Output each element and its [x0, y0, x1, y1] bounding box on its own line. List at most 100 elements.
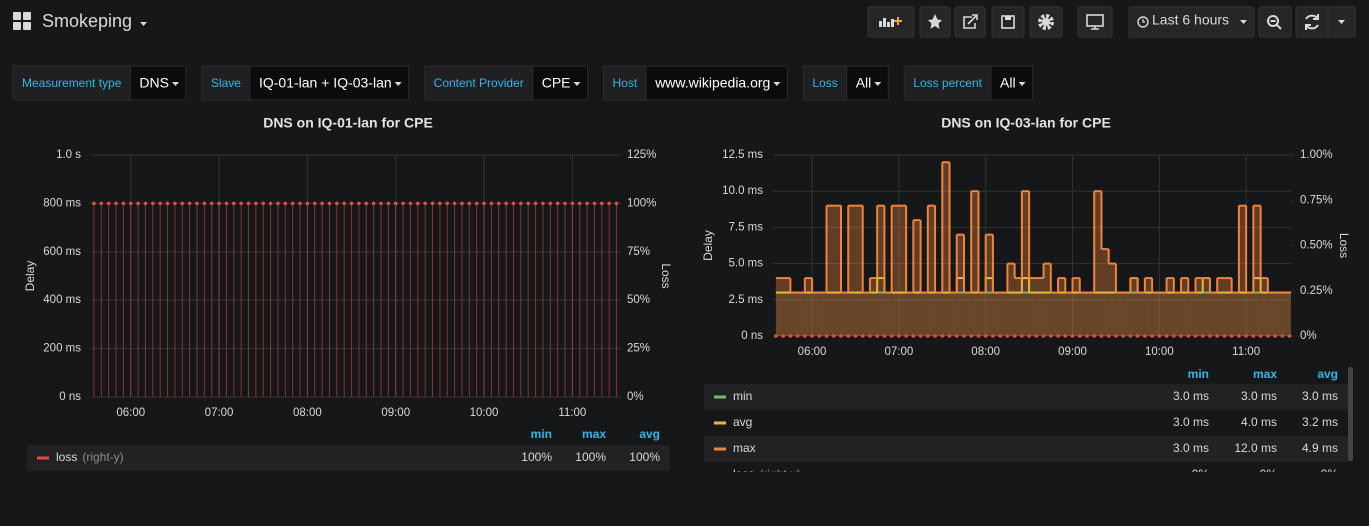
caret: [394, 82, 402, 86]
refresh-button[interactable]: [1295, 6, 1329, 38]
legend-label[interactable]: loss: [56, 450, 77, 464]
variable-value-box[interactable]: [846, 65, 889, 101]
point: [364, 201, 369, 206]
point: [357, 201, 361, 206]
legend-value: 0%: [1260, 467, 1278, 481]
variable-value: All: [1000, 75, 1016, 91]
legend-column-header: avg: [639, 427, 660, 441]
point: [1280, 334, 1285, 338]
zoom-out-button[interactable]: [1258, 6, 1292, 38]
point: [1244, 334, 1248, 338]
x-tick-label: 11:00: [558, 407, 586, 419]
point: [209, 201, 214, 206]
area-fill: [797, 292, 805, 336]
star-button[interactable]: [919, 6, 951, 38]
y2-tick-label: 0.50%: [1300, 240, 1333, 252]
area-fill: [1282, 292, 1290, 336]
point: [180, 201, 185, 206]
area-fill: [1159, 292, 1167, 336]
save-button[interactable]: [991, 6, 1025, 38]
logo[interactable]: [13, 12, 31, 30]
point: [239, 201, 243, 206]
y2-tick-label: 25%: [627, 343, 650, 355]
area-fill: [1253, 205, 1261, 336]
caret: [773, 82, 781, 86]
legend-label[interactable]: max: [733, 441, 756, 455]
area-fill: [1123, 292, 1131, 336]
settings-button[interactable]: [1029, 6, 1063, 38]
point: [810, 334, 814, 338]
area-fill: [855, 205, 863, 336]
area-fill: [812, 292, 820, 336]
area-fill: [1058, 292, 1066, 336]
scrollbar: [1348, 367, 1353, 461]
point: [600, 201, 604, 206]
area-fill: [783, 292, 791, 336]
point: [788, 334, 793, 338]
point: [298, 201, 302, 206]
refresh-interval-button[interactable]: [1327, 6, 1356, 38]
area-fill: [775, 278, 784, 336]
legend-label[interactable]: min: [733, 389, 752, 403]
point: [1266, 334, 1270, 338]
area-fill: [1072, 292, 1080, 336]
point: [1215, 334, 1220, 338]
x-tick-label: 08:00: [293, 407, 322, 419]
share-button[interactable]: [954, 6, 986, 38]
point: [817, 334, 822, 338]
point: [1251, 334, 1256, 338]
point: [335, 201, 339, 206]
legend-note: (right-y): [82, 450, 123, 464]
variable-label: Content Provider: [434, 76, 524, 90]
area-fill: [1000, 292, 1008, 336]
area-fill: [1130, 278, 1138, 336]
area-fill: [1036, 292, 1044, 336]
legend-value: 3.0 ms: [1241, 389, 1277, 403]
add-panel-button[interactable]: [867, 6, 915, 38]
legend-value: 100%: [629, 450, 660, 464]
variable-value-box[interactable]: [990, 65, 1034, 101]
icon-bar: [883, 18, 886, 27]
point: [430, 201, 435, 206]
tv-mode-button[interactable]: [1077, 6, 1113, 38]
area-fill: [891, 292, 899, 336]
point: [114, 201, 118, 206]
y-tick-label: 12.5 ms: [722, 149, 763, 161]
area-fill: [920, 292, 928, 336]
icon-stand: [1091, 26, 1099, 30]
point: [795, 334, 800, 338]
point: [526, 201, 531, 206]
area-fill: [1188, 292, 1196, 336]
legend-label[interactable]: avg: [733, 415, 752, 429]
legend-label[interactable]: loss: [733, 467, 754, 481]
variable: Slave IQ-01-lan + IQ-03-lan: [201, 65, 410, 101]
area-fill: [1231, 292, 1239, 336]
variable-label-box: [802, 65, 848, 101]
point: [1012, 334, 1017, 338]
variable-value-box[interactable]: [645, 65, 788, 101]
point: [415, 201, 420, 206]
time-picker-button[interactable]: [1128, 6, 1255, 38]
point: [947, 334, 952, 338]
point: [868, 334, 872, 338]
point: [1092, 334, 1097, 338]
point: [438, 201, 442, 206]
time-range[interactable]: Last 6 hours: [1152, 12, 1229, 28]
point: [342, 201, 346, 206]
variable-value-box[interactable]: [249, 65, 410, 101]
area-fill: [804, 278, 813, 336]
area-fill: [848, 205, 856, 336]
area-fill: [1275, 292, 1283, 336]
area-fill: [1123, 292, 1131, 336]
dashboard-title[interactable]: Smokeping: [42, 11, 132, 31]
variable: Content Provider CPE: [424, 65, 588, 101]
point: [1099, 334, 1104, 338]
legend: loss (right-y) 100% 100% 100%: [27, 445, 670, 471]
y2-axis-label: Loss: [659, 263, 673, 288]
area-fill: [927, 292, 936, 336]
point: [246, 201, 251, 206]
caret: [1018, 82, 1026, 86]
point: [926, 334, 930, 338]
point: [839, 334, 843, 338]
button-frame: [991, 6, 1025, 38]
